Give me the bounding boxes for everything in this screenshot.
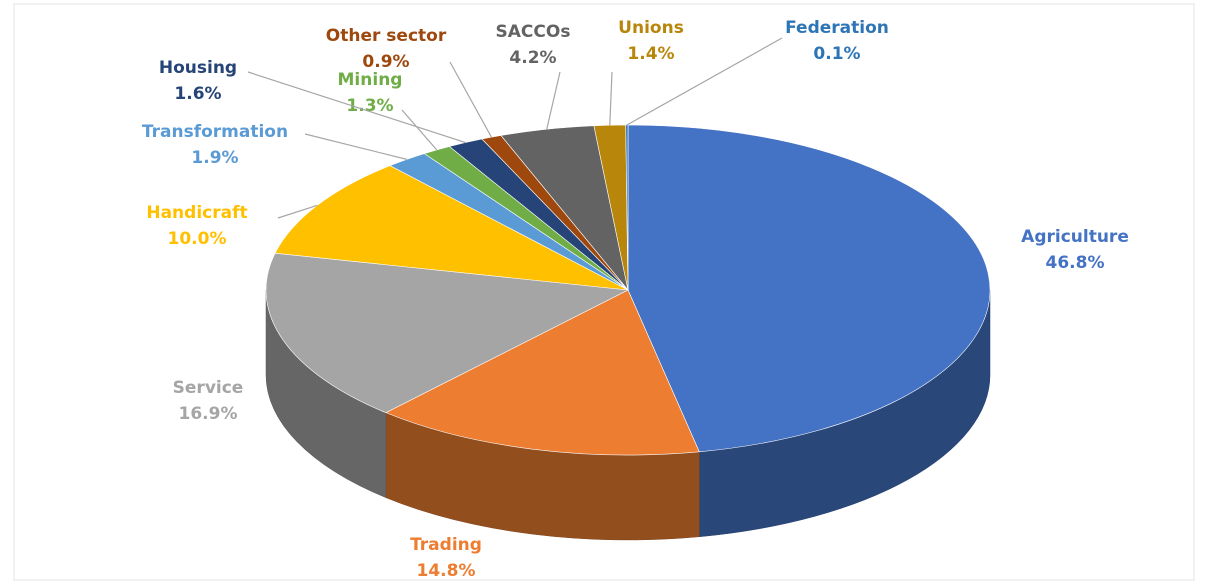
value-label: 1.3% [346, 96, 393, 116]
slice [274, 165, 629, 291]
slice-top [385, 289, 700, 456]
slice-label: Transformation [142, 122, 288, 142]
slice-top [265, 252, 630, 413]
value-label: 1.6% [174, 84, 221, 104]
leader-line [609, 71, 613, 126]
slice [265, 252, 630, 499]
slice-label: Handicraft [146, 203, 247, 223]
leader-line [449, 61, 492, 138]
slice-label: Unions [618, 18, 684, 38]
value-label: 0.1% [813, 44, 860, 64]
slice-label: Service [173, 378, 244, 398]
value-label: 1.4% [627, 44, 674, 64]
slice-label: Other sector [326, 26, 447, 46]
slice-top [274, 165, 629, 291]
slice-top [627, 124, 991, 453]
leader-line [626, 37, 783, 126]
value-label: 10.0% [168, 229, 227, 249]
value-label: 16.9% [179, 404, 238, 424]
value-label: 0.9% [362, 52, 409, 72]
slice-label: Trading [410, 535, 482, 555]
frame [13, 3, 1195, 581]
slice-label: Mining [338, 70, 403, 90]
leader-line [546, 71, 561, 130]
slice-label: Agriculture [1021, 227, 1129, 247]
value-label: 1.9% [191, 148, 238, 168]
leader-line [277, 204, 318, 219]
leader-line [304, 133, 407, 160]
slice-label: SACCOs [496, 22, 571, 42]
value-label: 4.2% [509, 48, 556, 68]
value-label: 14.8% [417, 561, 476, 581]
slice [385, 289, 700, 541]
leader-line [247, 71, 466, 144]
slice-label: Federation [785, 18, 889, 38]
slice-label: Housing [159, 58, 237, 78]
value-label: 46.8% [1046, 253, 1105, 273]
leader-line [401, 109, 438, 151]
